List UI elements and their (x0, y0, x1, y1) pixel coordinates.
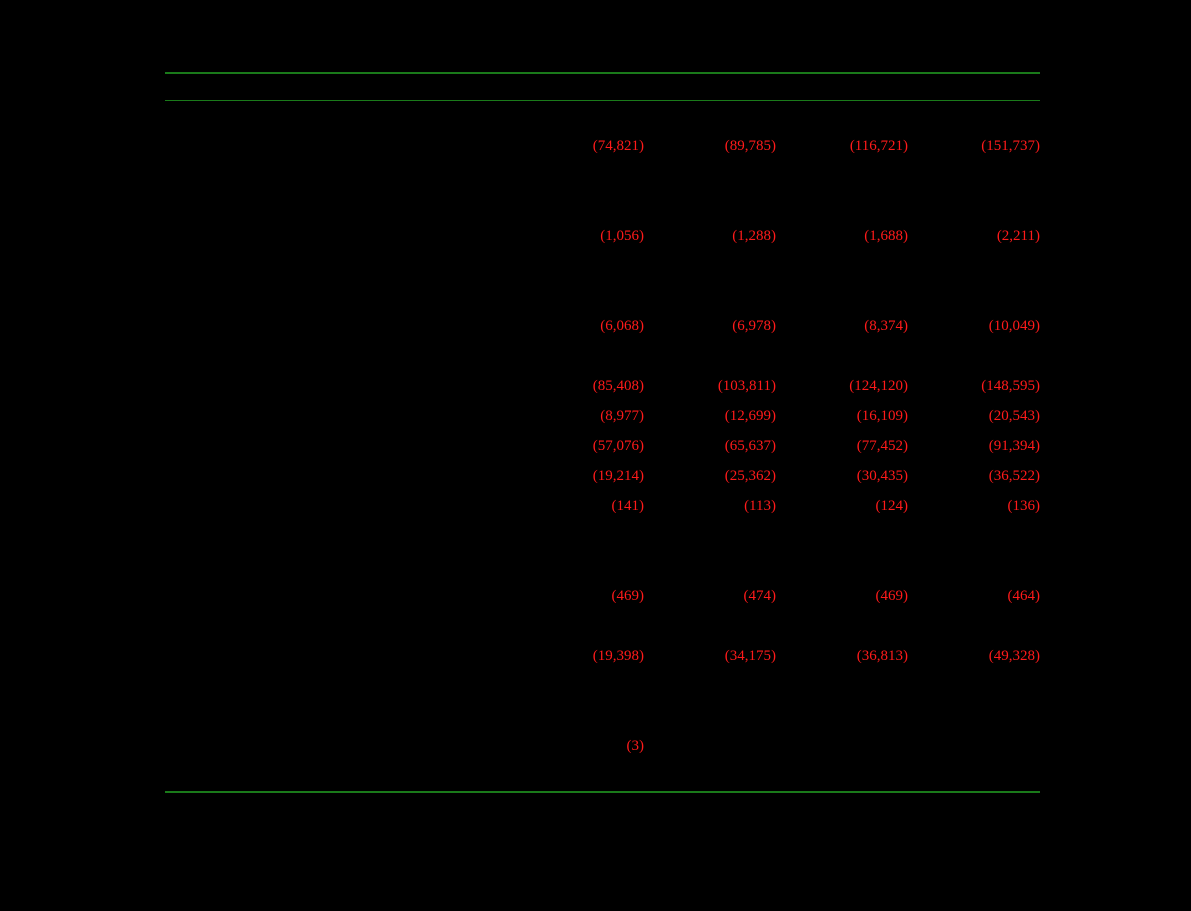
bottom-rule (165, 791, 1040, 793)
value-cell (644, 731, 776, 761)
spacer-cell (165, 161, 1040, 191)
value-cell: (1,688) (776, 221, 908, 251)
value-cell: (30,435) (776, 461, 908, 491)
table-row: (1,056)(1,288)(1,688)(2,211) (165, 221, 1040, 251)
row-label (165, 431, 512, 461)
value-cell: (6,978) (644, 311, 776, 341)
row-label (165, 221, 512, 251)
table-row: (469)(474)(469)(464) (165, 581, 1040, 611)
top-rule-1 (165, 72, 1040, 74)
financial-table: (74,821)(89,785)(116,721)(151,737) (1,056… (165, 101, 1040, 791)
value-cell: (12,699) (644, 401, 776, 431)
table-row: (141)(113)(124)(136) (165, 491, 1040, 521)
table-row: (57,076)(65,637)(77,452)(91,394) (165, 431, 1040, 461)
financial-table-container: (74,821)(89,785)(116,721)(151,737) (1,056… (165, 72, 1040, 793)
value-cell: (474) (644, 581, 776, 611)
table-row: (85,408)(103,811)(124,120)(148,595) (165, 371, 1040, 401)
spacer-cell (165, 341, 1040, 371)
value-cell: (116,721) (776, 131, 908, 161)
value-cell: (8,977) (512, 401, 644, 431)
spacer-cell (165, 251, 1040, 281)
value-cell: (77,452) (776, 431, 908, 461)
row-label (165, 581, 512, 611)
value-cell: (6,068) (512, 311, 644, 341)
spacer-cell (165, 191, 1040, 221)
value-cell: (469) (512, 581, 644, 611)
value-cell: (1,056) (512, 221, 644, 251)
spacer-cell (165, 671, 1040, 701)
row-label (165, 641, 512, 671)
spacer-row (165, 551, 1040, 581)
value-cell: (57,076) (512, 431, 644, 461)
value-cell: (10,049) (908, 311, 1040, 341)
spacer-cell (165, 761, 1040, 791)
spacer-row (165, 671, 1040, 701)
value-cell: (151,737) (908, 131, 1040, 161)
spacer-row (165, 191, 1040, 221)
spacer-row (165, 521, 1040, 551)
value-cell: (464) (908, 581, 1040, 611)
value-cell: (113) (644, 491, 776, 521)
table-row: (8,977)(12,699)(16,109)(20,543) (165, 401, 1040, 431)
spacer-cell (165, 701, 1040, 731)
value-cell: (16,109) (776, 401, 908, 431)
spacer-row (165, 341, 1040, 371)
row-label (165, 401, 512, 431)
value-cell: (19,214) (512, 461, 644, 491)
value-cell: (141) (512, 491, 644, 521)
row-label (165, 731, 512, 761)
value-cell (908, 731, 1040, 761)
spacer-row (165, 701, 1040, 731)
row-label (165, 491, 512, 521)
spacer-cell (165, 611, 1040, 641)
value-cell: (136) (908, 491, 1040, 521)
value-cell: (124) (776, 491, 908, 521)
value-cell: (8,374) (776, 311, 908, 341)
value-cell: (36,522) (908, 461, 1040, 491)
spacer-row (165, 161, 1040, 191)
spacer-row (165, 611, 1040, 641)
financial-table-body: (74,821)(89,785)(116,721)(151,737) (1,056… (165, 101, 1040, 791)
value-cell: (49,328) (908, 641, 1040, 671)
value-cell: (65,637) (644, 431, 776, 461)
spacer-row (165, 761, 1040, 791)
spacer-row (165, 101, 1040, 131)
value-cell: (469) (776, 581, 908, 611)
value-cell: (89,785) (644, 131, 776, 161)
value-cell: (85,408) (512, 371, 644, 401)
spacer-row (165, 281, 1040, 311)
value-cell: (148,595) (908, 371, 1040, 401)
spacer-cell (165, 551, 1040, 581)
value-cell: (34,175) (644, 641, 776, 671)
value-cell (776, 731, 908, 761)
value-cell: (74,821) (512, 131, 644, 161)
value-cell: (3) (512, 731, 644, 761)
table-row: (74,821)(89,785)(116,721)(151,737) (165, 131, 1040, 161)
value-cell: (2,211) (908, 221, 1040, 251)
spacer-cell (165, 521, 1040, 551)
row-label (165, 371, 512, 401)
row-label (165, 131, 512, 161)
table-row: (6,068)(6,978)(8,374)(10,049) (165, 311, 1040, 341)
table-row: (3) (165, 731, 1040, 761)
value-cell: (19,398) (512, 641, 644, 671)
row-label (165, 461, 512, 491)
value-cell: (103,811) (644, 371, 776, 401)
spacer-cell (165, 101, 1040, 131)
value-cell: (124,120) (776, 371, 908, 401)
table-row: (19,398)(34,175)(36,813)(49,328) (165, 641, 1040, 671)
value-cell: (20,543) (908, 401, 1040, 431)
spacer-cell (165, 281, 1040, 311)
page-root: (74,821)(89,785)(116,721)(151,737) (1,056… (0, 0, 1191, 911)
spacer-row (165, 251, 1040, 281)
row-label (165, 311, 512, 341)
value-cell: (36,813) (776, 641, 908, 671)
table-row: (19,214)(25,362)(30,435)(36,522) (165, 461, 1040, 491)
value-cell: (25,362) (644, 461, 776, 491)
value-cell: (1,288) (644, 221, 776, 251)
value-cell: (91,394) (908, 431, 1040, 461)
